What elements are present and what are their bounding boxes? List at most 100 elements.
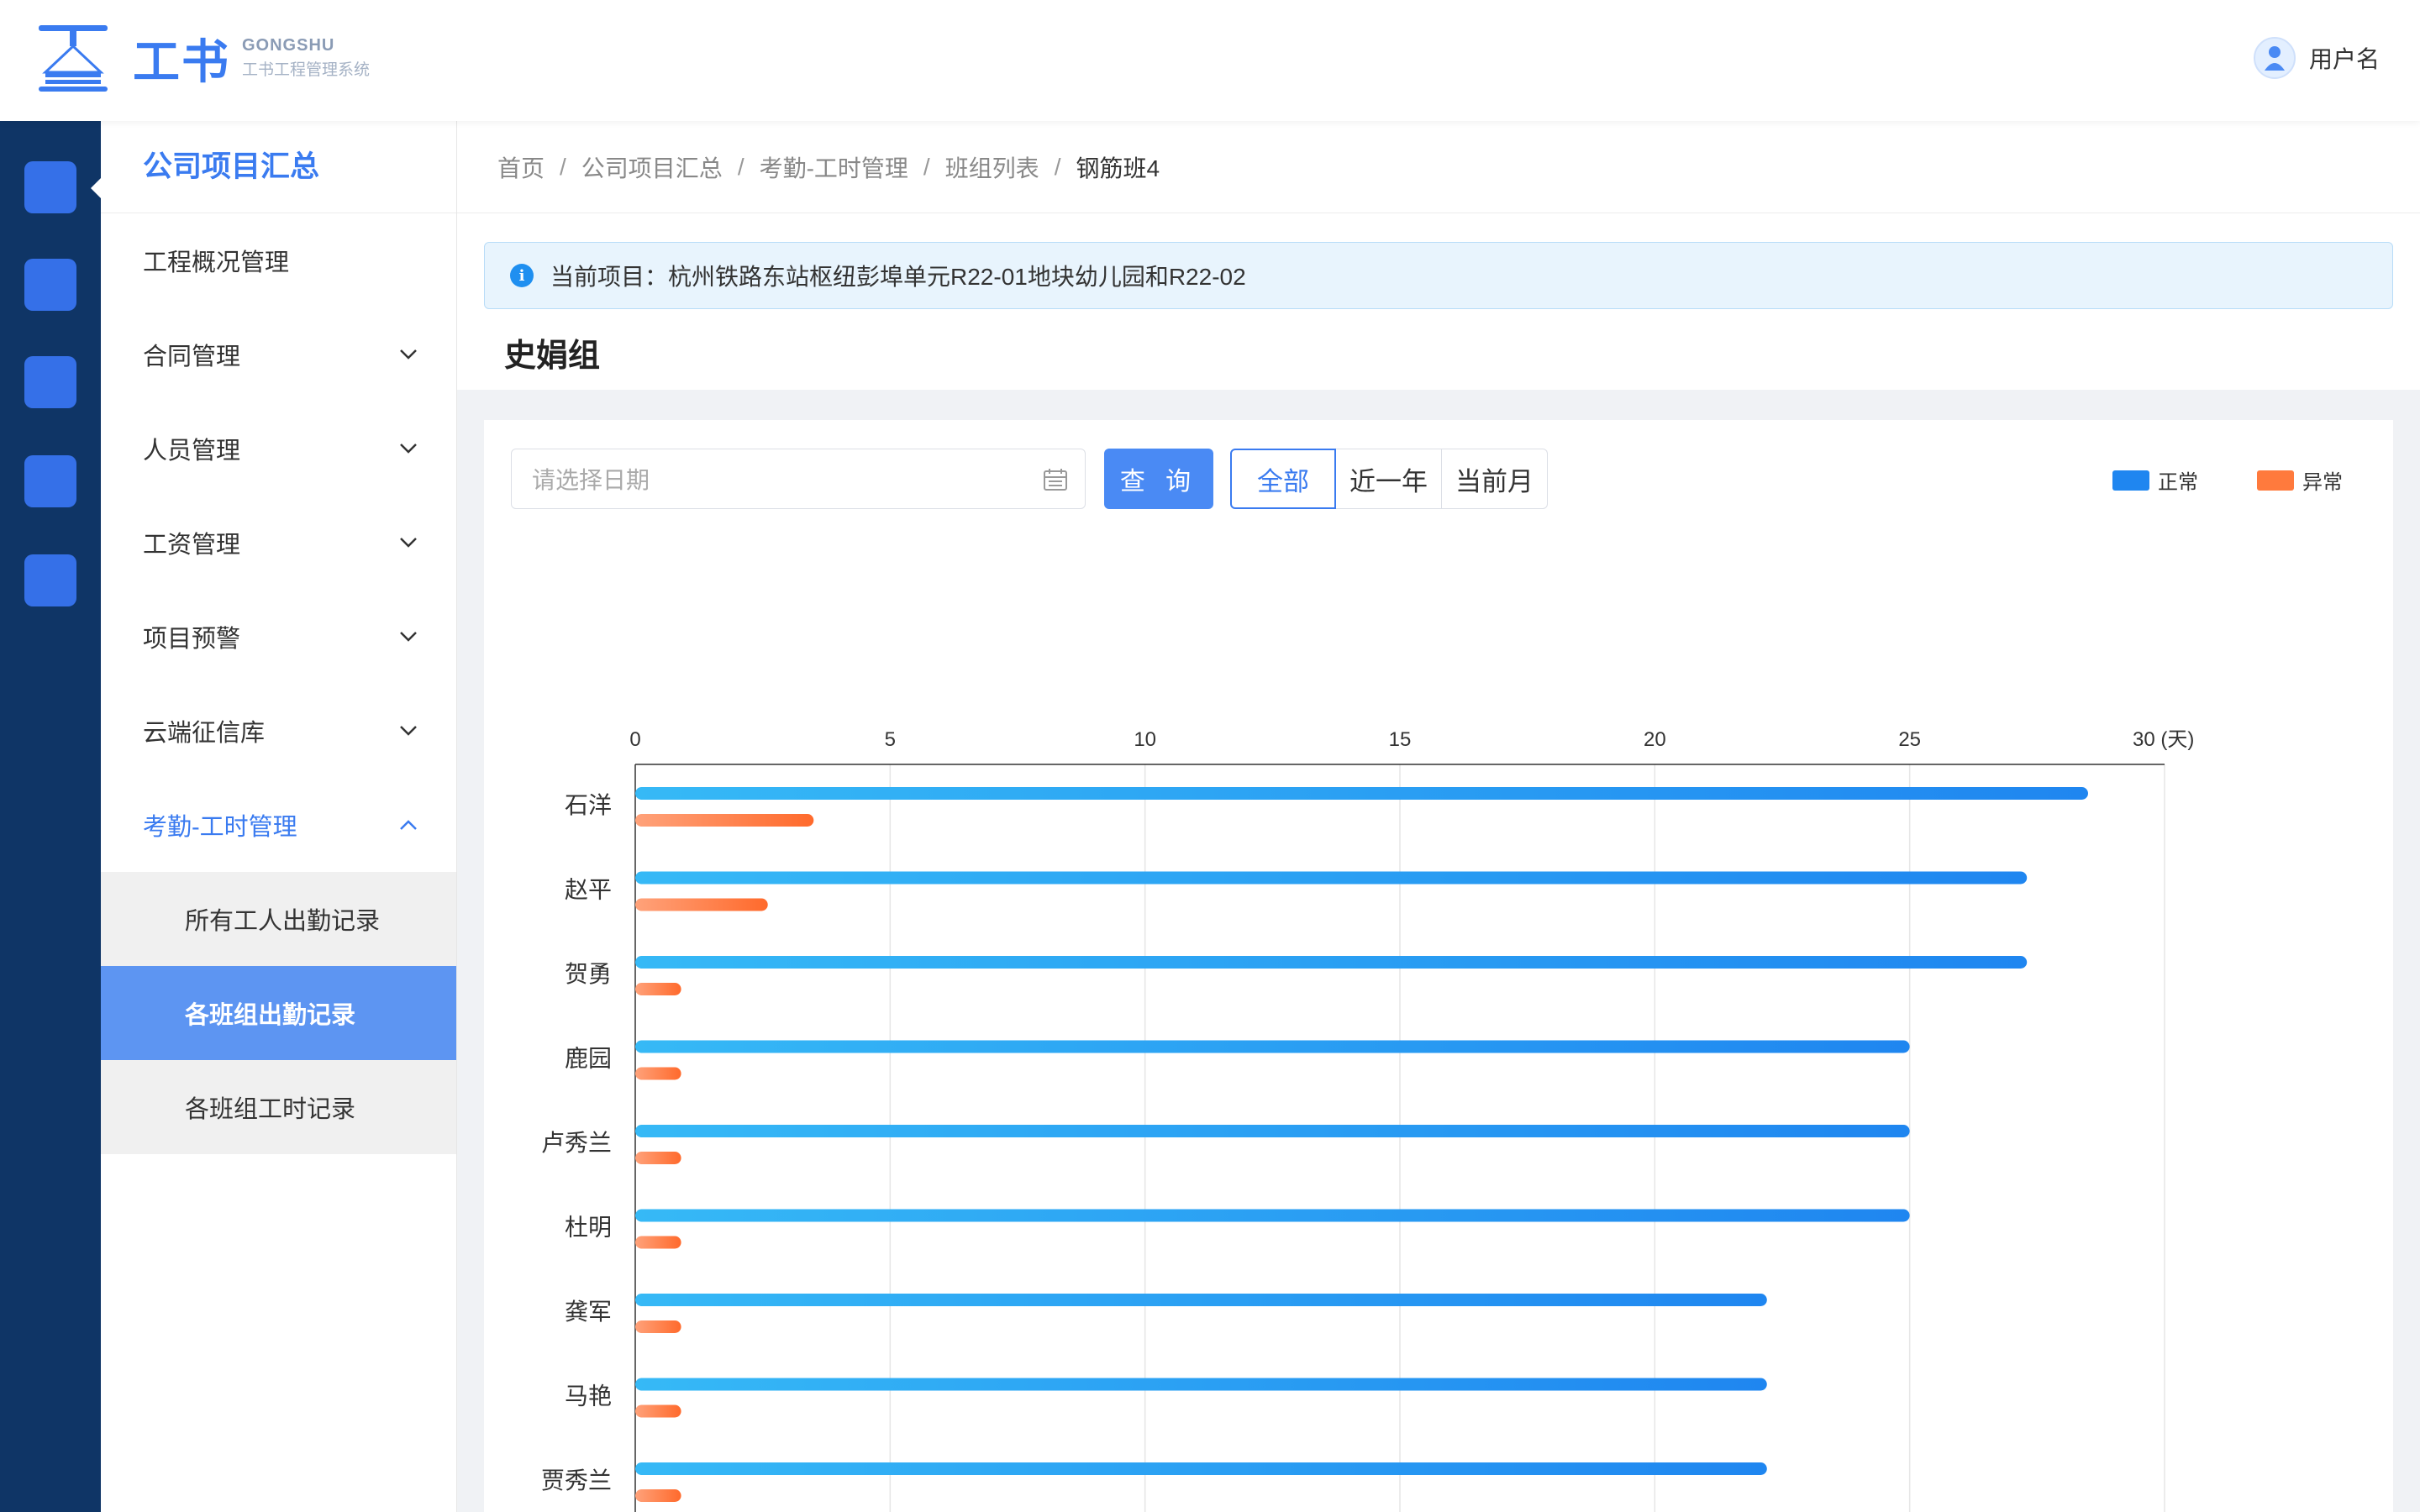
bar-abnormal xyxy=(635,1067,681,1080)
x-tick-label: 30 (天) xyxy=(2133,728,2194,751)
bar-normal xyxy=(635,956,2028,969)
legend-item-abnormal[interactable]: 异常 xyxy=(2257,465,2343,495)
notice-text: 当前项目：杭州铁路东站枢纽彭埠单元R22-01地块幼儿园和R22-02 xyxy=(550,264,1246,290)
sidebar-title: 公司项目汇总 xyxy=(101,121,456,213)
chart-legend: 正常 异常 xyxy=(2054,465,2343,495)
logo-chinese: 工书工程管理系统 xyxy=(242,61,371,79)
logo-english: GONGSHU xyxy=(242,36,335,55)
legend-swatch-abnormal xyxy=(2257,470,2294,491)
submenu-item-label: 各班组出勤记录 xyxy=(185,1002,356,1029)
legend-label-normal: 正常 xyxy=(2158,471,2198,494)
user-avatar-icon xyxy=(2264,46,2285,71)
range-all-button[interactable]: 全部 xyxy=(1230,449,1336,509)
bar-abnormal xyxy=(635,814,814,827)
logo-subtitle: GONGSHU 工书工程管理系统 xyxy=(242,36,370,80)
sidebar-item-warning[interactable]: 项目预警 xyxy=(101,590,456,684)
y-category-label: 杜明 xyxy=(565,1215,612,1241)
sidebar-item-personnel[interactable]: 人员管理 xyxy=(101,402,456,496)
submenu-item-team-hours[interactable]: 各班组工时记录 xyxy=(101,1060,456,1154)
submenu-item-all-workers[interactable]: 所有工人出勤记录 xyxy=(101,872,456,966)
bar-abnormal xyxy=(635,1489,681,1502)
info-icon: i xyxy=(510,264,534,287)
chevron-down-icon xyxy=(397,626,419,648)
bar-abnormal xyxy=(635,898,768,911)
breadcrumb-home[interactable]: 首页 xyxy=(497,155,545,181)
y-category-label: 赵平 xyxy=(565,877,612,903)
bar-abnormal xyxy=(635,1236,681,1249)
user-name[interactable]: 用户名 xyxy=(2308,46,2380,72)
bar-abnormal xyxy=(635,983,681,995)
user-menu[interactable]: 用户名 xyxy=(2253,37,2380,79)
sidebar-item-label: 云端征信库 xyxy=(143,720,266,747)
rail-active-pointer xyxy=(91,178,101,198)
legend-label-abnormal: 异常 xyxy=(2302,471,2343,494)
app-logo[interactable]: 工书 GONGSHU 工书工程管理系统 xyxy=(37,24,370,92)
query-button[interactable]: 查 询 xyxy=(1104,449,1213,509)
range-year-button[interactable]: 近一年 xyxy=(1336,449,1442,509)
sidebar-item-label: 人员管理 xyxy=(143,438,241,465)
sidebar-item-label: 工资管理 xyxy=(143,532,241,559)
submenu-item-label: 各班组工时记录 xyxy=(185,1096,356,1123)
app-rail xyxy=(0,121,101,1512)
avatar[interactable] xyxy=(2253,37,2296,79)
chart-card: 请选择日期 查 询 全部 近一年 当前月 正常 异常 xyxy=(484,420,2393,1512)
bar-normal xyxy=(635,1209,1910,1222)
breadcrumb-separator: / xyxy=(560,154,566,180)
sidebar-item-label: 合同管理 xyxy=(143,344,241,370)
date-placeholder: 请选择日期 xyxy=(532,467,650,493)
breadcrumb-attendance[interactable]: 考勤-工时管理 xyxy=(759,155,908,181)
range-month-button[interactable]: 当前月 xyxy=(1442,449,1548,509)
date-picker-input[interactable]: 请选择日期 xyxy=(511,449,1086,509)
chevron-down-icon xyxy=(397,532,419,554)
sidebar-item-credit[interactable]: 云端征信库 xyxy=(101,684,456,778)
breadcrumb-current: 钢筋班4 xyxy=(1076,155,1160,181)
sidebar: 公司项目汇总 工程概况管理 合同管理 人员管理 工资管理 项目预警 云端征信库 … xyxy=(101,121,457,1512)
submenu-item-team-attendance[interactable]: 各班组出勤记录 xyxy=(101,966,456,1060)
y-category-label: 鹿园 xyxy=(565,1046,612,1072)
logo-icon xyxy=(37,24,109,92)
chevron-down-icon xyxy=(397,438,419,459)
app-header: 工书 GONGSHU 工书工程管理系统 用户名 xyxy=(0,0,2420,121)
y-category-label: 马艳 xyxy=(565,1383,612,1410)
bar-abnormal xyxy=(635,1404,681,1418)
bar-normal xyxy=(635,1378,1767,1391)
page-title: 史娟组 xyxy=(504,339,601,374)
rail-button-3[interactable] xyxy=(24,356,76,408)
sidebar-item-contract[interactable]: 合同管理 xyxy=(101,307,456,402)
rail-button-4[interactable] xyxy=(24,455,76,507)
rail-button-2[interactable] xyxy=(24,259,76,311)
sidebar-item-overview[interactable]: 工程概况管理 xyxy=(101,213,456,307)
breadcrumb-separator: / xyxy=(1054,154,1061,180)
y-category-label: 贺勇 xyxy=(565,961,612,987)
main-content: 首页 / 公司项目汇总 / 考勤-工时管理 / 班组列表 / 钢筋班4 i 当前… xyxy=(457,121,2420,1512)
bar-normal xyxy=(635,1125,1910,1137)
legend-swatch-normal xyxy=(2112,470,2149,491)
breadcrumb-company-projects[interactable]: 公司项目汇总 xyxy=(581,155,723,181)
range-segmented-control: 全部 近一年 当前月 xyxy=(1230,449,1548,509)
breadcrumb-team-list[interactable]: 班组列表 xyxy=(944,155,1039,181)
sidebar-item-attendance[interactable]: 考勤-工时管理 xyxy=(101,778,456,872)
calendar-icon xyxy=(1043,468,1068,497)
chevron-down-icon xyxy=(397,344,419,365)
page-header: 首页 / 公司项目汇总 / 考勤-工时管理 / 班组列表 / 钢筋班4 i 当前… xyxy=(457,121,2420,390)
bar-normal xyxy=(635,787,2088,800)
sidebar-item-label: 项目预警 xyxy=(143,626,241,653)
y-category-label: 贾秀兰 xyxy=(541,1467,612,1494)
x-tick-label: 15 xyxy=(1389,728,1412,751)
x-tick-label: 20 xyxy=(1644,728,1666,751)
sidebar-item-salary[interactable]: 工资管理 xyxy=(101,496,456,590)
y-category-label: 石洋 xyxy=(565,792,612,818)
rail-button-1[interactable] xyxy=(24,161,76,213)
rail-button-5[interactable] xyxy=(24,554,76,606)
x-tick-label: 25 xyxy=(1898,728,1921,751)
y-category-label: 卢秀兰 xyxy=(541,1130,612,1156)
x-tick-label: 10 xyxy=(1134,728,1156,751)
breadcrumb-separator: / xyxy=(923,154,930,180)
bar-normal xyxy=(635,1040,1910,1053)
legend-item-normal[interactable]: 正常 xyxy=(2112,465,2198,495)
chevron-down-icon xyxy=(397,720,419,742)
logo-title: 工书 xyxy=(133,34,230,90)
bar-normal xyxy=(635,1294,1767,1306)
sidebar-item-label: 工程概况管理 xyxy=(143,249,290,276)
